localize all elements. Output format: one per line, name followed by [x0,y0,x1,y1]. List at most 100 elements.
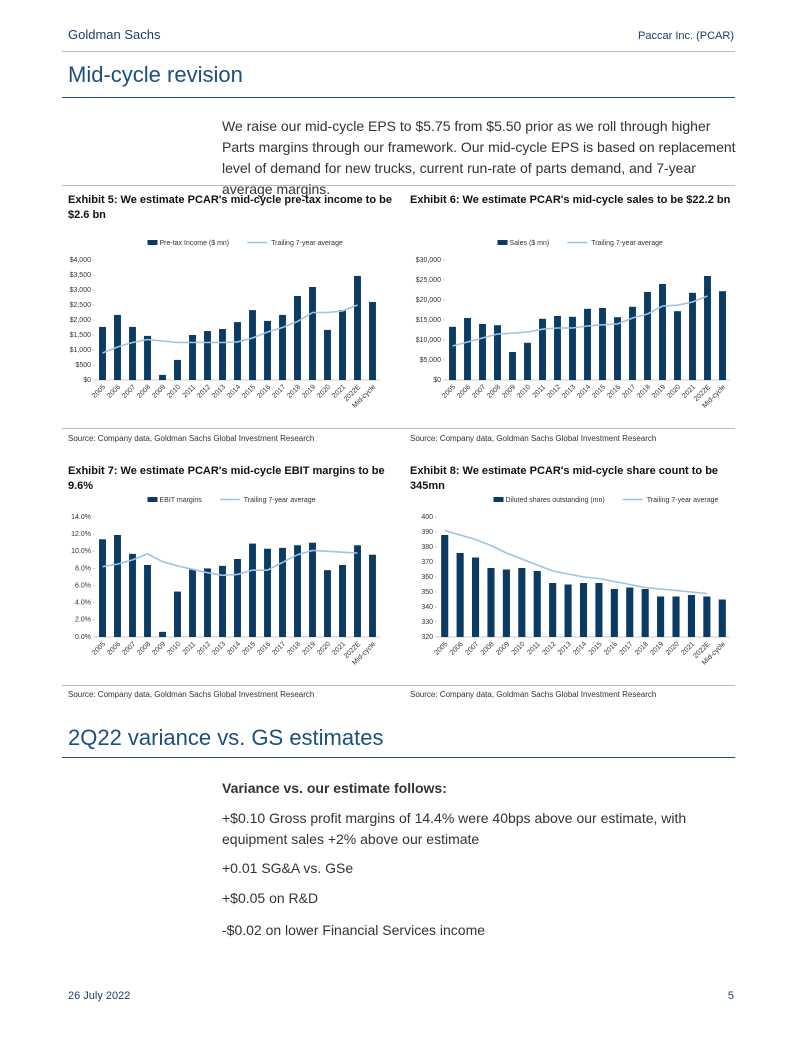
chart: $0 $500 $1,000 $1,500 $2,000 $2,500 $3,000 $3,5… [70,240,380,410]
exhibit-title: Exhibit 5: We estimate PCAR's mid-cycle … [68,194,392,221]
header-left: Goldman Sachs [68,27,161,42]
legend-label: Trailing 7-year average [244,497,316,504]
x-tick-label: 2011 [182,384,198,400]
bar [687,595,695,637]
x-tick-label: 2010 [166,384,182,400]
legend-swatch [147,240,158,245]
bar [324,570,331,637]
x-tick-label: 2016 [256,384,272,400]
x-tick-label: 2009 [151,641,167,657]
bar [449,326,456,380]
bar [584,308,591,380]
x-tick-label: 2008 [136,641,152,657]
bar [487,568,495,637]
y-tick-label: 12.0% [71,531,91,538]
bar [641,589,649,637]
item: +0.01 SG&A vs. GSe [222,860,354,876]
bar [518,568,526,637]
x-tick-label: 2020 [666,384,682,400]
y-tick-label: 8.0% [75,565,91,572]
x-tick-label: 2012 [196,384,212,400]
bar [144,565,151,637]
x-tick-label: 2019 [301,384,317,400]
y-tick-label: $0 [83,377,91,384]
bar [99,539,106,637]
x-tick-label: 2007 [471,384,487,400]
item: -$0.02 on lower Financial Services incom… [222,922,486,938]
bar [689,292,696,380]
y-tick-label: 4.0% [75,600,91,607]
x-tick-label: 2017 [271,641,287,657]
y-tick-label: $1,000 [70,347,92,354]
x-tick-label: 2010 [516,384,532,400]
bar [719,291,726,380]
x-tick-label: 2013 [557,641,573,657]
bar [159,631,166,637]
y-tick-label: $2,000 [70,317,92,324]
bar [629,306,636,380]
bar [354,545,361,637]
section-title: Mid-cycle revision [68,62,243,87]
y-tick-label: 400 [421,514,433,521]
x-tick-label: 2009 [501,384,517,400]
bar [509,352,516,380]
x-tick-label: 2006 [449,641,465,657]
y-tick-label: $4,000 [70,257,92,264]
bar [610,589,618,637]
x-tick-label: 2019 [651,384,667,400]
bar [644,292,651,380]
bar [309,542,316,637]
x-tick-label: 2016 [603,641,619,657]
y-tick-label: 370 [421,559,433,566]
bar [657,596,665,637]
section-title: 2Q22 variance vs. GS estimates [68,725,384,750]
y-tick-label: 0.0% [75,634,91,641]
legend-label: Trailing 7-year average [271,240,343,247]
y-tick-label: 390 [421,529,433,536]
bar [704,276,711,380]
bar [479,324,486,380]
bar [659,284,666,380]
exhibit-title: Exhibit 6: We estimate PCAR's mid-cycle … [410,194,731,206]
bar [249,310,256,380]
x-tick-label: 2016 [606,384,622,400]
line [452,295,708,347]
legend-label: Trailing 7-year average [591,240,663,247]
item: +$0.10 Gross profit margins of 14.4% wer… [222,810,687,847]
legend-swatch [497,240,508,245]
bar [264,320,271,380]
bar [614,317,621,380]
y-tick-label: $20,000 [416,297,441,304]
x-tick-label: 2011 [532,384,548,400]
x-tick-label: 2015 [588,641,604,657]
y-tick-label: 320 [421,634,433,641]
bar [324,329,331,380]
x-tick-label: 2014 [226,641,242,657]
bar [204,568,211,637]
legend-label: Diluted shares outstanding (mn) [506,497,605,504]
y-tick-label: $25,000 [416,277,441,284]
bar [189,335,196,380]
x-tick-label: 2018 [286,384,302,400]
rule [62,685,735,686]
source: Source: Company data, Goldman Sachs Glob… [410,434,657,443]
x-tick-label: 2012 [196,641,212,657]
x-tick-label: 2018 [636,384,652,400]
y-tick-label: $30,000 [416,257,441,264]
bar [494,325,501,380]
x-tick-label: 2008 [136,384,152,400]
line [102,549,358,577]
bar [441,535,449,637]
bar [599,308,606,380]
bar [339,310,346,380]
x-tick-label: 2019 [649,641,665,657]
bar [464,318,471,380]
x-tick-label: 2014 [576,384,592,400]
x-tick-label: 2013 [561,384,577,400]
bar [456,553,464,637]
bar [369,554,376,637]
header-rule [62,51,735,52]
x-tick-label: 2020 [316,384,332,400]
bar [579,583,588,637]
